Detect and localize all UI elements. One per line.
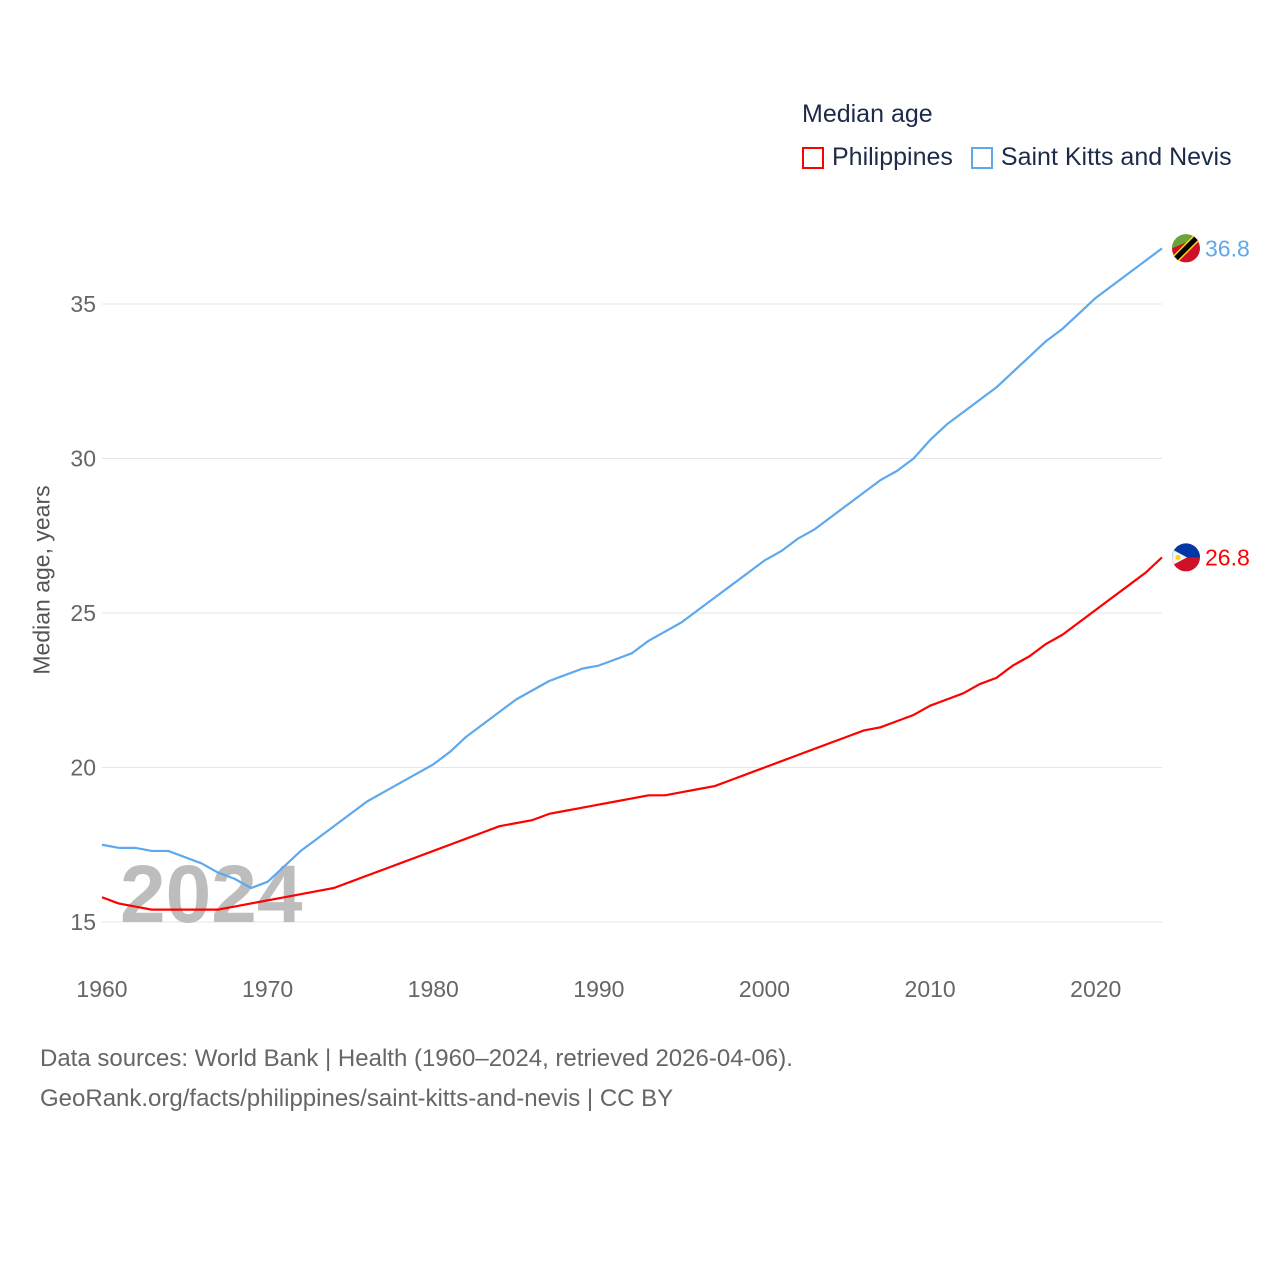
y-tick-label: 20	[70, 755, 96, 781]
y-tick-label: 25	[70, 600, 96, 626]
x-tick-label: 1990	[573, 976, 624, 1002]
legend-label: Saint Kitts and Nevis	[1000, 143, 1232, 171]
legend-title: Median age	[802, 100, 933, 128]
x-tick-label: 1960	[76, 976, 127, 1002]
x-tick-label: 2020	[1070, 976, 1121, 1002]
year-watermark: 2024	[120, 849, 303, 940]
y-tick-label: 30	[70, 446, 96, 472]
flag-green-part	[1171, 234, 1196, 249]
legend-item-saint-kitts[interactable]: Saint Kitts and Nevis	[970, 143, 1232, 172]
flag-black-band	[1174, 236, 1198, 261]
x-tick-label: 2010	[905, 976, 956, 1002]
data-source: Data sources: World Bank | Health (1960–…	[40, 1045, 793, 1072]
y-tick-label: 15	[70, 909, 96, 935]
end-value-label: 26.8	[1205, 544, 1250, 570]
x-tick-label: 1980	[408, 976, 459, 1002]
legend-swatch	[970, 146, 993, 169]
x-tick-label: 1970	[242, 976, 293, 1002]
y-axis-label: Median age, years	[28, 485, 55, 675]
legend-item-philippines[interactable]: Philippines	[802, 143, 953, 172]
source-link[interactable]: GeoRank.org/facts/philippines/saint-kitt…	[40, 1085, 674, 1112]
flag-sun	[1175, 554, 1181, 560]
legend-swatch	[802, 146, 824, 169]
legend: Philippines Saint Kitts and Nevis	[802, 143, 1250, 172]
y-tick-label: 35	[70, 291, 96, 317]
series-line-philippines	[101, 556, 1163, 911]
end-value-label: 36.8	[1205, 235, 1250, 261]
legend-label: Philippines	[832, 143, 953, 171]
x-tick-label: 2000	[739, 976, 790, 1002]
series-line-saint-kitts-and-nevis	[101, 247, 1163, 890]
